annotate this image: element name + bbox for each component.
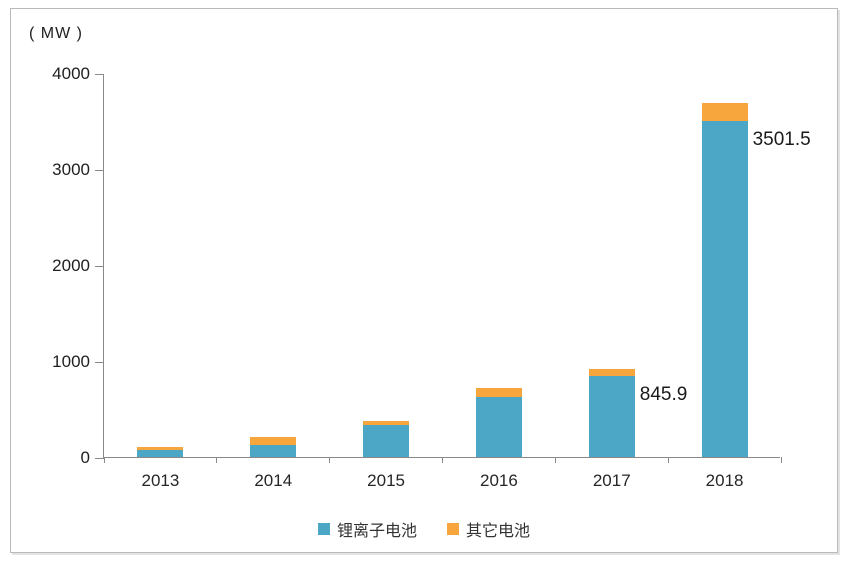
y-axis-tick-label: 0 — [80, 448, 90, 467]
x-axis-tick — [103, 457, 105, 463]
x-axis-category-label: 2015 — [367, 471, 405, 490]
bar-segment-2016 — [475, 397, 522, 457]
y-axis-tick-label: 2000 — [52, 256, 90, 275]
bar-segment-2013 — [137, 449, 184, 457]
x-axis-category-label: 2017 — [592, 471, 631, 490]
legend-label-other: 其它电池 — [466, 523, 531, 540]
y-axis-tick-label: 3000 — [52, 160, 90, 179]
x-axis-category-label: 2013 — [141, 471, 180, 490]
y-axis-tick — [95, 265, 104, 267]
bar-segment-2013 — [137, 446, 184, 450]
bar-segment-2015 — [363, 425, 410, 457]
bar-segment-2014 — [250, 436, 297, 445]
x-axis-category-label: 2016 — [479, 471, 518, 490]
x-axis-category-label: 2018 — [705, 471, 744, 490]
legend-item-other: 其它电池 — [447, 517, 530, 541]
bar-segment-2017 — [588, 375, 635, 457]
x-axis-tick — [329, 457, 331, 463]
bar-segment-2018 — [701, 120, 748, 457]
y-axis-tick — [95, 361, 104, 363]
bar-segment-2018 — [701, 102, 748, 121]
bar-segment-2016 — [475, 387, 522, 398]
legend-swatch-other — [447, 523, 459, 535]
legend-item-lithium: 锂离子电池 — [317, 517, 417, 541]
legend: 锂离子电池 其它电池 — [11, 517, 837, 541]
data-label-2017: 845.9 — [639, 383, 688, 405]
x-axis-tick — [216, 457, 218, 463]
bar-segment-2014 — [250, 444, 297, 457]
x-axis-tick — [554, 457, 556, 463]
plot-area: 0 1000 2000 3000 4000 2013 2014 2015 2016 2017 201… — [52, 64, 811, 490]
x-axis-category-label: 2014 — [254, 471, 293, 490]
y-axis-tick-label: 1000 — [52, 352, 90, 371]
y-axis-unit-label: ( MW ) — [29, 25, 83, 42]
y-axis-tick — [95, 457, 104, 459]
chart-frame: ( MW ) 0 1000 2000 3000 4000 2013 2014 2015 2016… — [10, 8, 838, 553]
legend-label-lithium: 锂离子电池 — [336, 523, 417, 540]
x-axis-tick — [667, 457, 669, 463]
legend-swatch-lithium — [317, 523, 330, 535]
y-axis-tick — [95, 169, 104, 171]
data-label-2018: 3501.5 — [752, 128, 811, 150]
bar-segment-2015 — [363, 421, 410, 426]
y-axis-tick — [95, 73, 104, 75]
y-axis-tick-label: 4000 — [52, 64, 90, 83]
x-axis-tick — [780, 457, 782, 463]
bar-segment-2017 — [588, 368, 635, 376]
x-axis-tick — [442, 457, 443, 463]
